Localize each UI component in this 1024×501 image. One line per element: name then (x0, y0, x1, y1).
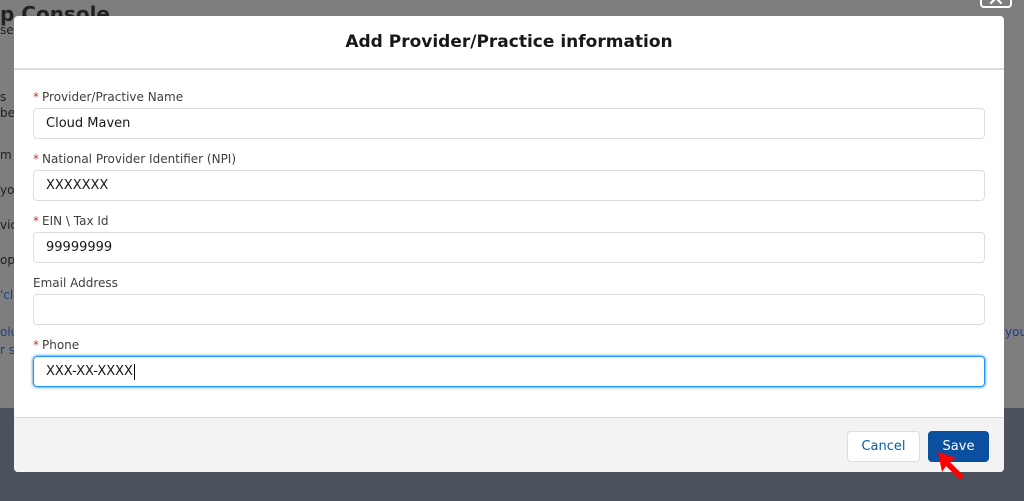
modal-title: Add Provider/Practice information (14, 16, 1004, 70)
text-caret (133, 363, 135, 380)
background-link: 'cli (0, 288, 17, 302)
cancel-button[interactable]: Cancel (847, 431, 920, 462)
modal-footer: Cancel Save (14, 417, 1004, 472)
provider-name-input[interactable]: Cloud Maven (33, 108, 985, 139)
field-label: Phone (42, 338, 80, 352)
background-text: s (0, 90, 7, 104)
npi-input[interactable]: XXXXXXX (33, 170, 985, 201)
npi-field: * National Provider Identifier (NPI) XXXX… (33, 148, 985, 201)
red-arrow-cursor-icon (938, 452, 964, 480)
save-button[interactable]: Save (928, 431, 989, 462)
provider-name-field: * Provider/Practive Name Cloud Maven (33, 86, 985, 139)
background-text: bel (0, 106, 19, 120)
required-marker: * (33, 152, 39, 166)
ein-field: * EIN \ Tax Id 99999999 (33, 210, 985, 263)
required-marker: * (33, 90, 39, 104)
field-label: Provider/Practive Name (42, 90, 184, 104)
field-label: National Provider Identifier (NPI) (42, 152, 237, 166)
background-link: olu (0, 325, 19, 339)
background-text: m (0, 148, 12, 162)
close-button[interactable]: ✕ (980, 0, 1012, 11)
phone-value: XXX-XX-XXXX (46, 364, 133, 379)
add-provider-modal: Add Provider/Practice information * Provi… (14, 16, 1004, 472)
field-label: Email Address (33, 276, 118, 290)
background-text: op (0, 253, 15, 267)
required-marker: * (33, 214, 39, 228)
background-text: se (0, 23, 14, 37)
email-input[interactable] (33, 294, 985, 325)
background-text: vic (0, 218, 18, 232)
required-marker: * (33, 338, 39, 352)
phone-field: * Phone XXX-XX-XXXX (33, 334, 985, 387)
ein-input[interactable]: 99999999 (33, 232, 985, 263)
background-text: yo (0, 183, 15, 197)
phone-input[interactable]: XXX-XX-XXXX (33, 356, 985, 387)
email-field: Email Address (33, 272, 985, 325)
field-label: EIN \ Tax Id (42, 214, 109, 228)
close-icon: ✕ (987, 0, 1005, 12)
background-link: you (1005, 325, 1024, 339)
